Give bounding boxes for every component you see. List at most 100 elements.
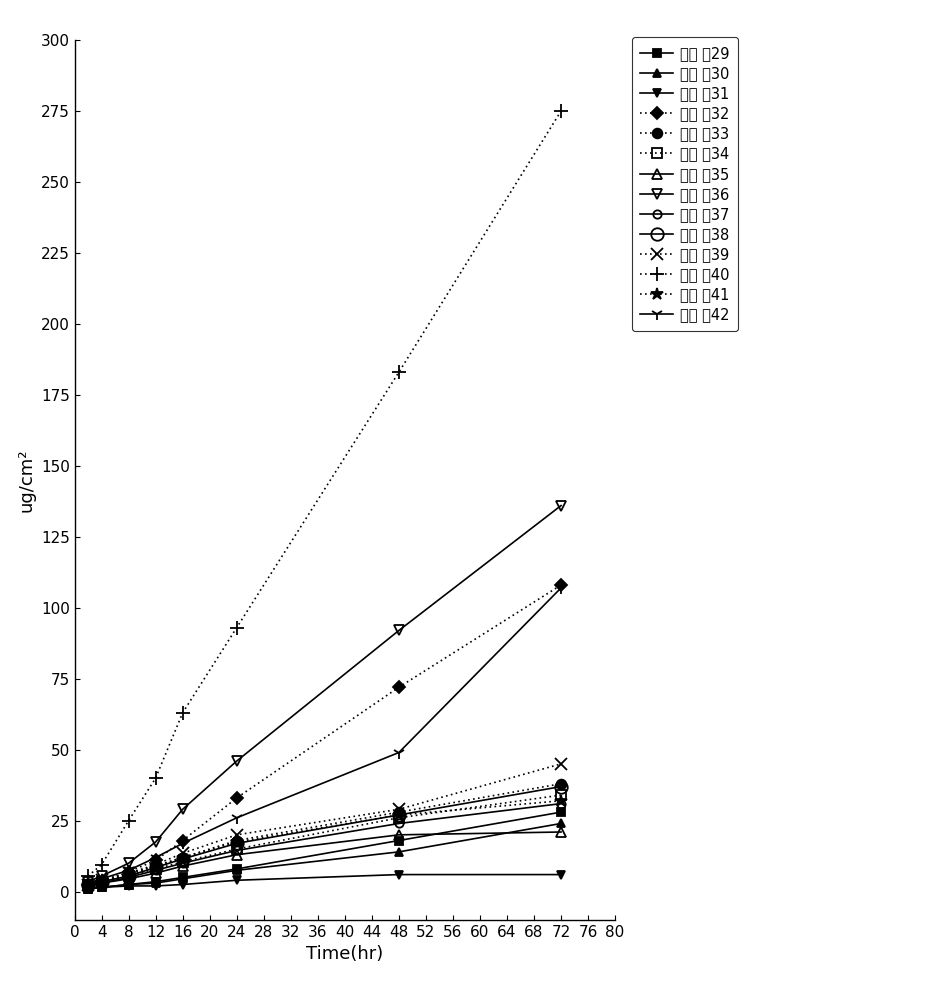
实施 例39 [82, 879, 93, 891]
Line: 实施 例40: 实施 例40 [81, 104, 568, 883]
实施 例33 [96, 876, 107, 888]
实施 例29 [96, 881, 107, 893]
实施 例38 [393, 809, 404, 821]
实施 例42 [177, 837, 188, 849]
Line: 实施 例38: 实施 例38 [82, 780, 568, 891]
实施 例41 [555, 795, 567, 807]
实施 例40 [150, 772, 161, 784]
实施 例34 [555, 789, 567, 801]
实施 例34 [96, 876, 107, 888]
实施 例39 [177, 847, 188, 859]
Legend: 实施 例29, 实施 例30, 实施 例31, 实施 例32, 实施 例33, 实施 例34, 实施 例35, 实施 例36, 实施 例37, 实施 例38, : 实施 例29, 实施 例30, 实施 例31, 实施 例32, 实施 例33, … [632, 37, 738, 331]
Line: 实施 例32: 实施 例32 [84, 581, 565, 889]
实施 例39 [555, 758, 567, 770]
实施 例41 [177, 852, 188, 864]
实施 例30 [231, 864, 242, 876]
Y-axis label: ug/cm²: ug/cm² [17, 448, 35, 512]
实施 例32 [231, 792, 242, 804]
实施 例34 [393, 812, 404, 824]
Line: 实施 例30: 实施 例30 [84, 819, 565, 893]
X-axis label: Time(hr): Time(hr) [307, 945, 383, 963]
实施 例36 [231, 755, 242, 767]
实施 例40 [231, 622, 242, 634]
实施 例42 [82, 877, 93, 889]
实施 例42 [393, 747, 404, 759]
实施 例32 [393, 681, 404, 693]
Line: 实施 例29: 实施 例29 [84, 808, 565, 893]
实施 例32 [177, 835, 188, 847]
实施 例30 [96, 881, 107, 893]
实施 例38 [123, 870, 134, 882]
实施 例41 [96, 874, 107, 886]
实施 例29 [177, 871, 188, 883]
实施 例36 [123, 857, 134, 869]
实施 例37 [82, 880, 93, 892]
实施 例37 [231, 844, 242, 856]
实施 例30 [82, 883, 93, 895]
实施 例37 [177, 857, 188, 869]
实施 例38 [96, 876, 107, 888]
实施 例36 [150, 836, 161, 848]
实施 例39 [96, 874, 107, 886]
实施 例40 [123, 815, 134, 827]
实施 例34 [150, 863, 161, 875]
实施 例39 [393, 803, 404, 815]
实施 例31 [123, 880, 134, 892]
Line: 实施 例42: 实施 例42 [82, 582, 568, 889]
实施 例40 [393, 366, 404, 378]
实施 例31 [231, 874, 242, 886]
实施 例30 [555, 817, 567, 829]
实施 例29 [82, 883, 93, 895]
实施 例39 [231, 829, 242, 841]
实施 例29 [150, 876, 161, 888]
实施 例36 [555, 500, 567, 512]
实施 例32 [123, 866, 134, 878]
实施 例31 [96, 881, 107, 893]
实施 例36 [393, 624, 404, 636]
实施 例37 [393, 817, 404, 829]
实施 例35 [82, 880, 93, 892]
实施 例40 [177, 707, 188, 719]
实施 例37 [150, 864, 161, 876]
实施 例30 [150, 877, 161, 889]
实施 例34 [123, 870, 134, 882]
实施 例36 [82, 876, 93, 888]
实施 例41 [150, 860, 161, 872]
实施 例32 [150, 854, 161, 866]
实施 例40 [96, 859, 107, 871]
实施 例34 [231, 843, 242, 855]
实施 例33 [231, 835, 242, 847]
实施 例40 [82, 870, 93, 882]
实施 例42 [231, 812, 242, 824]
实施 例32 [555, 579, 567, 591]
实施 例30 [393, 846, 404, 858]
实施 例35 [177, 860, 188, 872]
实施 例38 [231, 837, 242, 849]
Line: 实施 例31: 实施 例31 [84, 870, 565, 892]
实施 例35 [150, 867, 161, 879]
实施 例33 [82, 879, 93, 891]
实施 例36 [96, 870, 107, 882]
实施 例37 [96, 877, 107, 889]
实施 例39 [150, 859, 161, 871]
实施 例38 [150, 861, 161, 873]
实施 例32 [96, 876, 107, 888]
Line: 实施 例36: 实施 例36 [83, 501, 566, 887]
Line: 实施 例37: 实施 例37 [84, 799, 565, 890]
实施 例33 [555, 778, 567, 790]
实施 例41 [231, 836, 242, 848]
实施 例42 [555, 582, 567, 594]
实施 例31 [555, 869, 567, 881]
实施 例31 [82, 881, 93, 893]
实施 例31 [393, 869, 404, 881]
实施 例38 [555, 781, 567, 793]
实施 例41 [123, 867, 134, 879]
实施 例33 [177, 852, 188, 864]
实施 例37 [555, 798, 567, 810]
实施 例34 [177, 856, 188, 868]
实施 例42 [96, 873, 107, 885]
实施 例35 [231, 849, 242, 861]
实施 例37 [123, 871, 134, 883]
实施 例35 [393, 829, 404, 841]
实施 例38 [82, 879, 93, 891]
